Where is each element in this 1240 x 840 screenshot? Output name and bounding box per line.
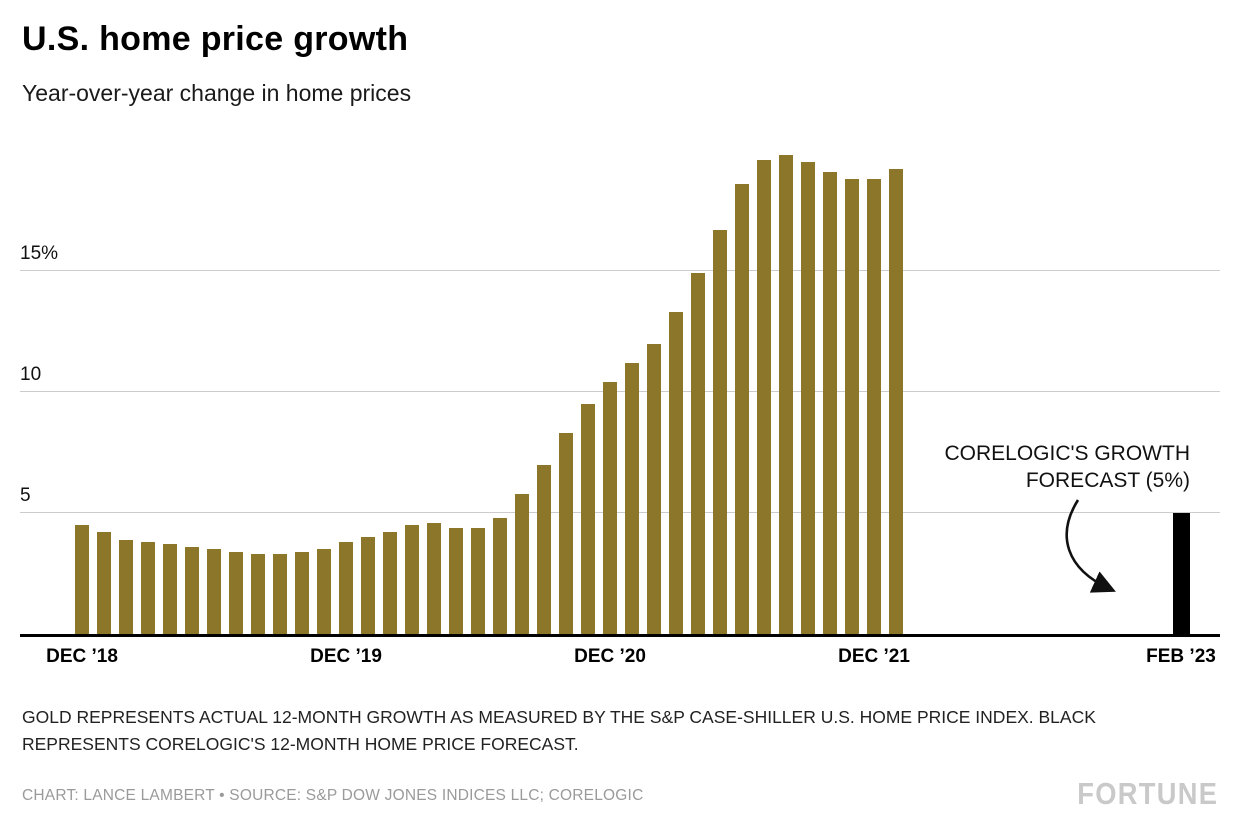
bar-actual-dec--21 — [867, 179, 881, 634]
bar-actual-jan--22 — [889, 169, 903, 634]
bar-actual-aug--20 — [515, 493, 529, 634]
bar-actual-jul--20 — [493, 517, 507, 634]
y-tick-label-5: 5 — [20, 485, 31, 506]
gridline-10 — [20, 391, 1220, 392]
bar-actual-apr--19 — [163, 544, 177, 634]
bar-actual-may--19 — [185, 546, 199, 634]
bar-actual-jun--20 — [471, 527, 485, 634]
x-tick-label-3: DEC ’21 — [838, 646, 910, 667]
bar-actual-mar--19 — [141, 542, 155, 634]
bar-actual-jul--21 — [757, 159, 771, 634]
bar-actual-jan--20 — [361, 537, 375, 634]
y-tick-label-10: 10 — [20, 364, 42, 385]
x-axis-line — [20, 634, 1220, 637]
gridline-15 — [20, 270, 1220, 271]
annotation-arrow-icon — [1065, 499, 1116, 593]
x-tick-label-0: DEC ’18 — [46, 646, 118, 667]
bar-actual-jul--19 — [229, 551, 243, 634]
bar-actual-oct--20 — [559, 433, 573, 634]
bar-actual-nov--19 — [317, 549, 331, 634]
bar-actual-jun--21 — [735, 183, 749, 634]
forecast-annotation-line1: CORELOGIC'S GROWTH — [944, 442, 1190, 465]
forecast-annotation-line2: FORECAST (5%) — [1025, 469, 1190, 493]
forecast-annotation: CORELOGIC'S GROWTH FORECAST (5%) — [944, 440, 1190, 495]
bar-actual-sep--19 — [273, 554, 287, 634]
bar-actual-sep--21 — [801, 162, 815, 634]
bar-actual-mar--21 — [669, 312, 683, 634]
plot-area: 5 10 15% — [20, 146, 1220, 637]
bar-actual-mar--20 — [405, 525, 419, 634]
bar-actual-feb--19 — [119, 539, 133, 634]
bar-actual-sep--20 — [537, 464, 551, 634]
page-subtitle: Year-over-year change in home prices — [22, 80, 412, 106]
x-tick-label-1: DEC ’19 — [310, 646, 382, 667]
bar-actual-oct--19 — [295, 551, 309, 634]
bar-actual-dec--19 — [339, 542, 353, 634]
bar-actual-may--20 — [449, 527, 463, 634]
bar-actual-feb--21 — [647, 343, 661, 634]
bar-actual-dec--18 — [75, 525, 89, 634]
credit-line: CHART: LANCE LAMBERT • SOURCE: S&P DOW J… — [22, 787, 644, 804]
page-title: U.S. home price growth — [22, 20, 409, 58]
x-axis-labels: DEC ’18 DEC ’19 DEC ’20 DEC ’21 FEB ’23 — [20, 646, 1220, 676]
bar-actual-jun--19 — [207, 549, 221, 634]
bar-forecast-feb-23 — [1172, 513, 1190, 634]
bar-actual-aug--21 — [779, 154, 793, 634]
bar-actual-jan--21 — [625, 362, 639, 634]
footnote: GOLD REPRESENTS ACTUAL 12-MONTH GROWTH A… — [22, 707, 1096, 755]
bar-actual-oct--21 — [823, 171, 837, 634]
bar-actual-feb--20 — [383, 532, 397, 634]
x-tick-label-2: DEC ’20 — [574, 646, 646, 667]
bar-actual-jan--19 — [97, 532, 111, 634]
bar-actual-dec--20 — [603, 382, 617, 634]
bar-actual-aug--19 — [251, 554, 265, 634]
bar-actual-may--21 — [713, 229, 727, 634]
x-tick-label-4: FEB ’23 — [1146, 646, 1216, 667]
bar-actual-apr--20 — [427, 522, 441, 634]
bar-actual-nov--20 — [581, 404, 595, 634]
bar-actual-nov--21 — [845, 179, 859, 634]
bar-actual-apr--21 — [691, 273, 705, 634]
fortune-logo: FORTUNE — [1076, 776, 1218, 811]
y-tick-label-15: 15% — [20, 243, 59, 264]
gridline-5 — [20, 512, 1220, 513]
